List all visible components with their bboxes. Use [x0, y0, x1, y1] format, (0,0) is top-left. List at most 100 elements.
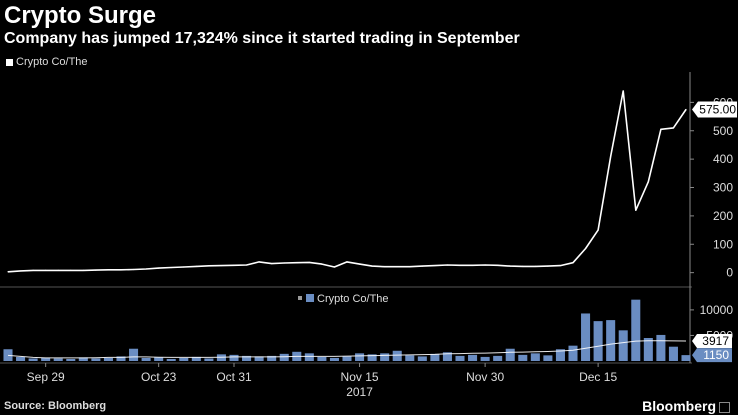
price-point — [584, 247, 587, 250]
price-point — [672, 127, 675, 129]
volume-bar — [91, 358, 101, 361]
volume-bar — [317, 356, 327, 361]
price-point — [145, 268, 147, 270]
chart-title: Crypto Surge — [4, 2, 157, 29]
volume-legend: Crypto Co/The — [298, 293, 389, 305]
volume-bar — [367, 354, 377, 361]
volume-bar — [78, 357, 88, 361]
price-point — [170, 266, 172, 269]
volume-average-tag: 3917 — [692, 333, 732, 348]
last-price-tag-box — [692, 101, 737, 118]
volume-bar — [66, 358, 76, 361]
price-point — [57, 269, 59, 271]
price-y-tick-label: 300 — [713, 181, 733, 195]
price-y-tick-label: 100 — [713, 237, 733, 251]
volume-bar — [543, 355, 553, 361]
volume-bar — [355, 353, 365, 361]
price-point — [7, 271, 9, 273]
price-point — [220, 264, 223, 267]
volume-bar — [405, 355, 415, 361]
price-y-tick-label: 500 — [713, 124, 733, 138]
volume-bar — [342, 356, 352, 361]
volume-bar — [468, 354, 478, 361]
price-point — [308, 261, 310, 264]
price-point — [622, 90, 624, 92]
volume-average-line — [7, 340, 687, 359]
price-point — [471, 264, 474, 266]
volume-average-tag-box — [692, 333, 732, 348]
price-point — [484, 264, 486, 266]
volume-bar — [631, 299, 641, 361]
volume-legend-dot — [298, 296, 302, 300]
x-tick-label: Nov 15 — [341, 370, 379, 384]
volume-bar — [129, 348, 139, 361]
volume-bar — [455, 355, 465, 361]
volume-bar — [204, 358, 214, 361]
volume-legend-label: Crypto Co/The — [317, 293, 389, 305]
x-tick-label: Oct 31 — [216, 370, 252, 384]
price-y-tick-label: 0 — [726, 266, 733, 280]
volume-bar — [179, 357, 189, 361]
bloomberg-logo: Bloomberg — [642, 398, 716, 414]
volume-last-tag-box — [692, 348, 732, 363]
volume-last-tag: 1150 — [692, 348, 732, 363]
volume-bar — [555, 349, 565, 361]
x-tick-label: Dec 15 — [579, 370, 617, 384]
volume-bar — [242, 355, 252, 361]
volume-average-tag-label: 3917 — [702, 334, 729, 348]
x-tick-label: Sep 29 — [27, 370, 65, 384]
price-series-line — [7, 90, 687, 273]
volume-bar — [593, 321, 603, 361]
price-point — [572, 262, 574, 264]
volume-bar — [430, 353, 440, 361]
x-tick-label: Nov 30 — [466, 370, 504, 384]
price-point — [321, 263, 323, 265]
source-note: Source: Bloomberg — [4, 400, 107, 412]
price-legend: Crypto Co/The — [6, 56, 88, 68]
price-point — [82, 269, 84, 271]
price-point — [233, 264, 235, 266]
volume-bar — [329, 357, 339, 361]
volume-last-tag-label: 1150 — [703, 348, 729, 362]
price-point — [434, 264, 436, 267]
volume-bar — [267, 355, 277, 361]
price-point — [258, 261, 260, 263]
price-point — [120, 269, 122, 271]
volume-bar — [681, 355, 691, 361]
price-point — [132, 268, 135, 271]
price-point — [635, 209, 637, 211]
price-point — [597, 229, 599, 231]
price-point — [296, 262, 298, 264]
price-point — [346, 261, 348, 263]
volume-bar — [392, 350, 402, 361]
price-point — [283, 262, 285, 264]
price-legend-swatch — [6, 58, 13, 66]
price-point — [384, 266, 386, 268]
price-point — [610, 155, 612, 157]
price-point — [195, 265, 197, 268]
price-point — [70, 269, 72, 271]
volume-bar — [656, 334, 666, 361]
price-point — [358, 263, 361, 265]
price-point — [409, 266, 411, 268]
volume-bar — [442, 352, 452, 361]
x-year-label: 2017 — [346, 385, 373, 399]
price-point — [547, 265, 549, 267]
volume-bar — [166, 358, 176, 361]
last-price-tag: 575.00 — [692, 101, 737, 118]
volume-bar — [493, 355, 503, 361]
volume-bar — [16, 356, 26, 361]
price-point — [522, 265, 524, 268]
price-point — [459, 264, 461, 266]
price-y-tick-label: 200 — [713, 209, 733, 223]
x-tick-label: Oct 23 — [141, 370, 177, 384]
volume-bar — [380, 353, 390, 361]
volume-bar — [668, 346, 678, 361]
price-point — [271, 262, 273, 265]
volume-bar — [530, 353, 540, 361]
volume-bar — [618, 330, 628, 361]
price-point — [371, 265, 373, 267]
volume-bar — [3, 349, 13, 361]
price-point — [647, 181, 649, 183]
